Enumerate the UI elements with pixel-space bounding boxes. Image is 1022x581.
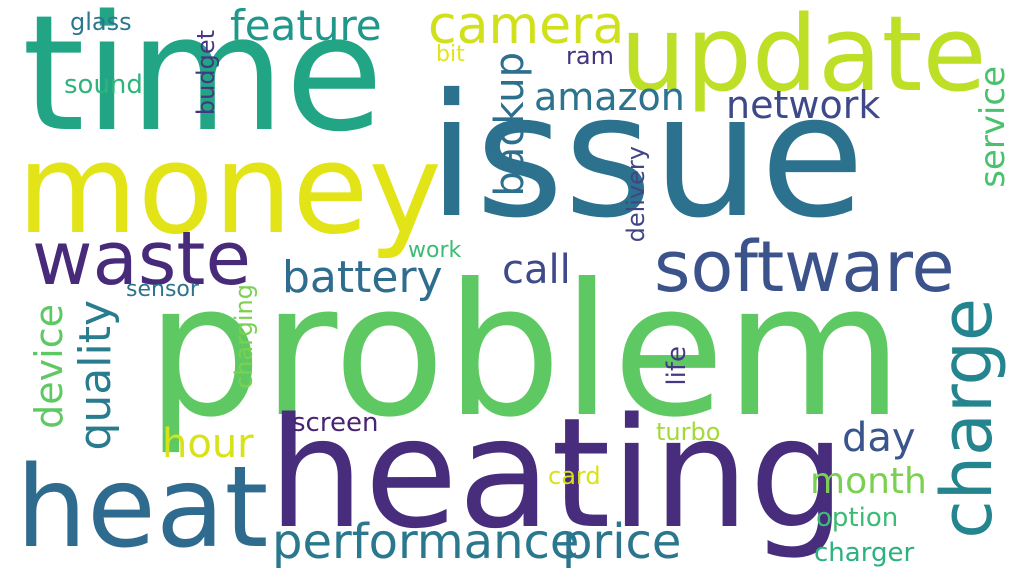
word-glass: glass [70,8,132,36]
word-heating: heating [268,385,846,562]
word-charging: charging [230,284,258,389]
word-call: call [502,247,571,293]
word-life: life [662,346,692,386]
word-service: service [973,66,1013,188]
word-screen: screen [292,408,379,438]
word-turbo: turbo [656,418,721,446]
word-backup: backup [487,52,533,197]
word-problem: problem [146,245,904,458]
word-performance: performance [272,514,580,570]
word-feature: feature [230,1,382,50]
word-device: device [27,304,71,429]
word-issue: issue [428,58,865,256]
word-budget: budget [192,30,220,116]
word-charge: charge [926,298,1008,539]
word-time: time [22,0,384,167]
word-card: card [548,462,601,490]
word-option: option [816,503,899,533]
word-software: software [654,226,955,308]
word-update: update [620,0,987,115]
word-work: work [408,238,462,263]
word-day: day [842,415,916,461]
word-hour: hour [162,421,254,467]
word-month: month [810,461,927,502]
word-network: network [726,83,881,127]
word-charger: charger [814,538,915,568]
word-camera: camera [428,0,625,56]
word-quality: quality [70,300,121,451]
word-waste: waste [32,216,251,302]
word-sensor: sensor [126,277,199,302]
word-price: price [562,514,682,570]
word-bit: bit [436,42,465,67]
word-money: money [17,118,442,262]
word-heat: heat [16,443,269,573]
word-delivery: delivery [622,146,650,243]
word-amazon: amazon [534,75,685,119]
word-battery: battery [282,252,443,303]
word-ram: ram [566,42,614,70]
word-sound: sound [64,70,143,100]
